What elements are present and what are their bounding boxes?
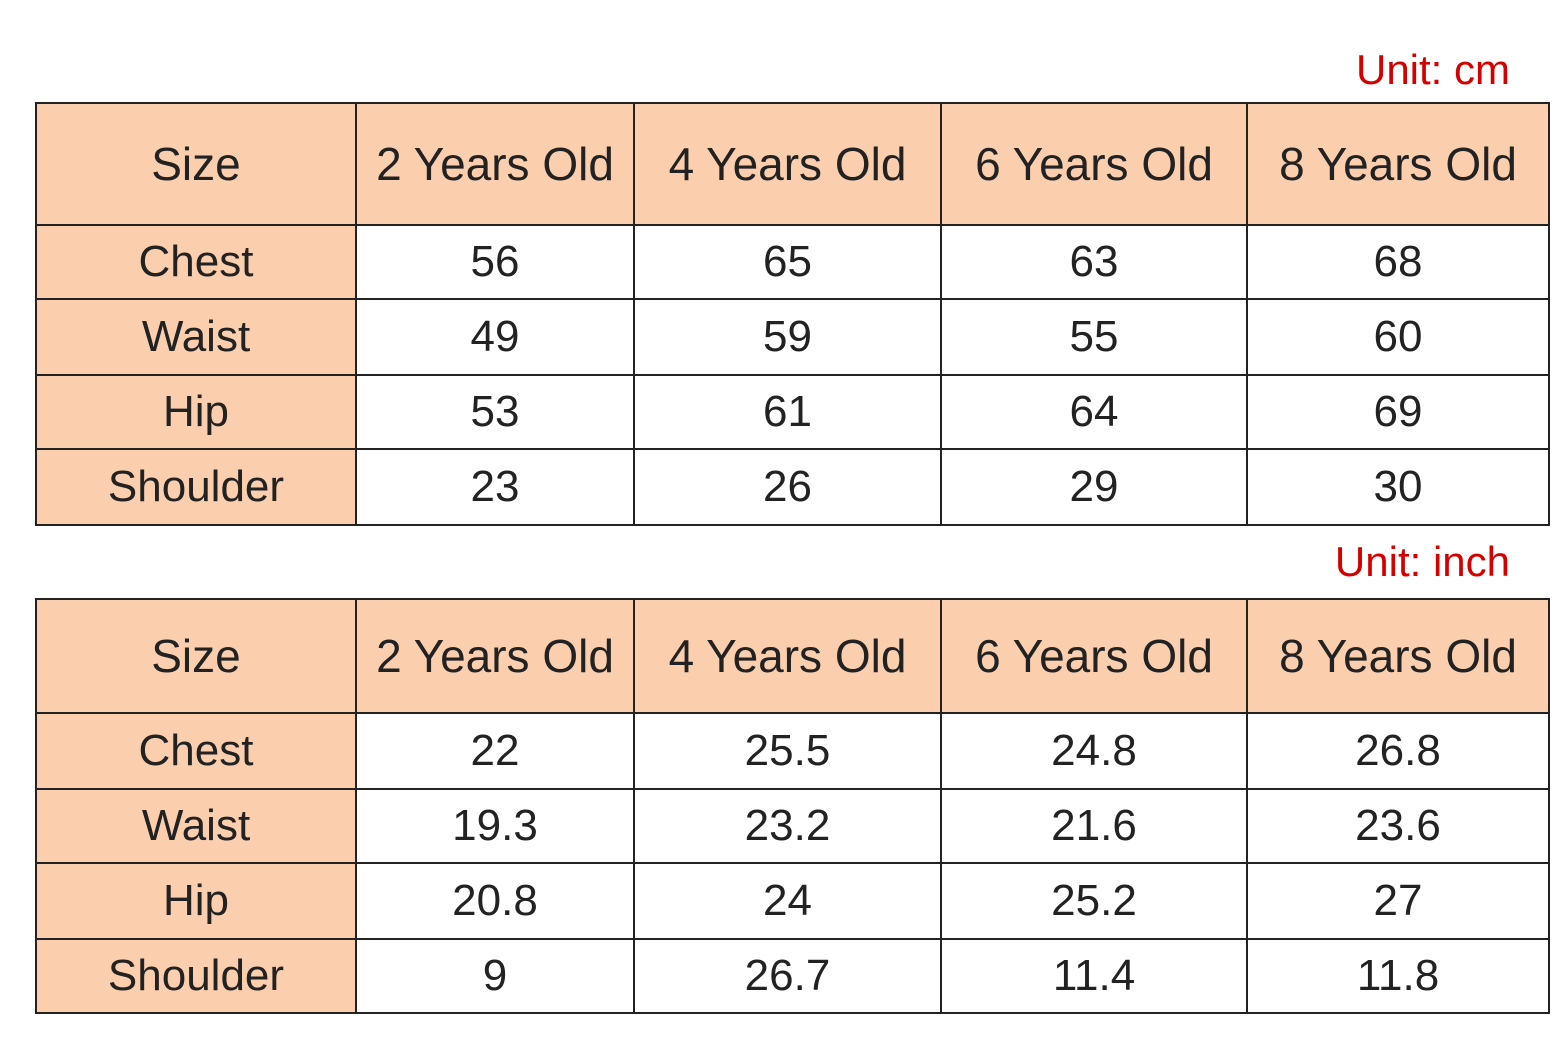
value-cell: 55: [940, 298, 1248, 376]
value-cell: 27: [1246, 862, 1550, 940]
value-cell: 24.8: [940, 712, 1248, 790]
value-cell: 64: [940, 374, 1248, 450]
row-label: Chest: [35, 712, 357, 790]
value-cell: 26.8: [1246, 712, 1550, 790]
value-cell: 19.3: [355, 788, 635, 864]
row-label: Hip: [35, 862, 357, 940]
value-cell: 59: [633, 298, 942, 376]
header-cell: 2 Years Old: [355, 598, 635, 714]
value-cell: 26: [633, 448, 942, 526]
value-cell: 26.7: [633, 938, 942, 1014]
value-cell: 23.2: [633, 788, 942, 864]
header-cell: 8 Years Old: [1246, 102, 1550, 226]
value-cell: 56: [355, 224, 635, 300]
header-cell: 8 Years Old: [1246, 598, 1550, 714]
unit-label: Unit: inch: [1334, 538, 1510, 585]
value-cell: 24: [633, 862, 942, 940]
header-cell: 4 Years Old: [633, 598, 942, 714]
value-cell: 21.6: [940, 788, 1248, 864]
value-cell: 61: [633, 374, 942, 450]
value-cell: 49: [355, 298, 635, 376]
value-cell: 53: [355, 374, 635, 450]
value-cell: 25.2: [940, 862, 1248, 940]
value-cell: 60: [1246, 298, 1550, 376]
value-cell: 29: [940, 448, 1248, 526]
header-cell: 4 Years Old: [633, 102, 942, 226]
header-cell: Size: [35, 598, 357, 714]
value-cell: 68: [1246, 224, 1550, 300]
value-cell: 22: [355, 712, 635, 790]
header-cell: 2 Years Old: [355, 102, 635, 226]
header-cell: 6 Years Old: [940, 598, 1248, 714]
row-label: Shoulder: [35, 938, 357, 1014]
value-cell: 65: [633, 224, 942, 300]
row-label: Hip: [35, 374, 357, 450]
value-cell: 11.4: [940, 938, 1248, 1014]
value-cell: 9: [355, 938, 635, 1014]
row-label: Waist: [35, 298, 357, 376]
value-cell: 25.5: [633, 712, 942, 790]
row-label: Waist: [35, 788, 357, 864]
header-cell: 6 Years Old: [940, 102, 1248, 226]
value-cell: 63: [940, 224, 1248, 300]
value-cell: 30: [1246, 448, 1550, 526]
value-cell: 23: [355, 448, 635, 526]
value-cell: 69: [1246, 374, 1550, 450]
header-cell: Size: [35, 102, 357, 226]
value-cell: 11.8: [1246, 938, 1550, 1014]
row-label: Shoulder: [35, 448, 357, 526]
value-cell: 20.8: [355, 862, 635, 940]
row-label: Chest: [35, 224, 357, 300]
value-cell: 23.6: [1246, 788, 1550, 864]
unit-label: Unit: cm: [1355, 46, 1510, 93]
